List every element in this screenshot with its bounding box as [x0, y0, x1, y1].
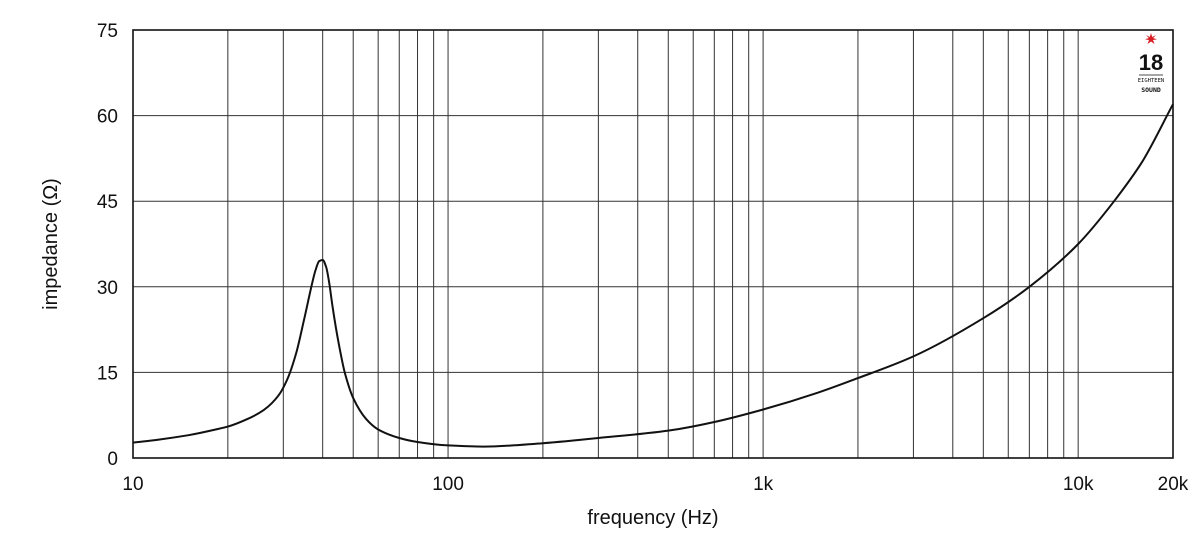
x-tick-label: 1k — [753, 474, 774, 495]
y-tick-labels: 0 15 30 45 60 75 — [97, 21, 118, 470]
plot-area — [133, 30, 1173, 458]
x-tick-label: 100 — [432, 474, 464, 495]
y-grid-lines — [133, 115, 1173, 373]
plot-frame-group — [133, 30, 1173, 458]
y-tick-label: 0 — [107, 449, 118, 470]
plot-border — [132, 29, 1174, 459]
y-tick-label: 75 — [97, 21, 118, 42]
x-axis-title: frequency (Hz) — [587, 507, 718, 529]
logo-word: SOUND — [1141, 86, 1161, 94]
y-axis-title: impedance (Ω) — [40, 178, 62, 310]
x-tick-labels: 10 100 1k 10k 20k — [122, 474, 1188, 495]
x-grid-lines — [227, 30, 1079, 458]
logo-tagline: EIGHTEEN — [1138, 78, 1165, 84]
x-tick-label: 20k — [1158, 474, 1189, 495]
y-tick-label: 30 — [97, 278, 118, 299]
x-tick-label: 10k — [1063, 474, 1094, 495]
x-tick-label: 10 — [122, 474, 143, 495]
star-icon — [1145, 33, 1157, 44]
y-tick-label: 45 — [97, 192, 118, 213]
logo-number: 18 — [1139, 50, 1163, 75]
impedance-curve — [132, 103, 1174, 448]
y-tick-label: 15 — [97, 363, 118, 384]
y-tick-label: 60 — [97, 107, 118, 128]
eighteen-sound-logo: 18 EIGHTEEN SOUND — [1138, 33, 1165, 94]
